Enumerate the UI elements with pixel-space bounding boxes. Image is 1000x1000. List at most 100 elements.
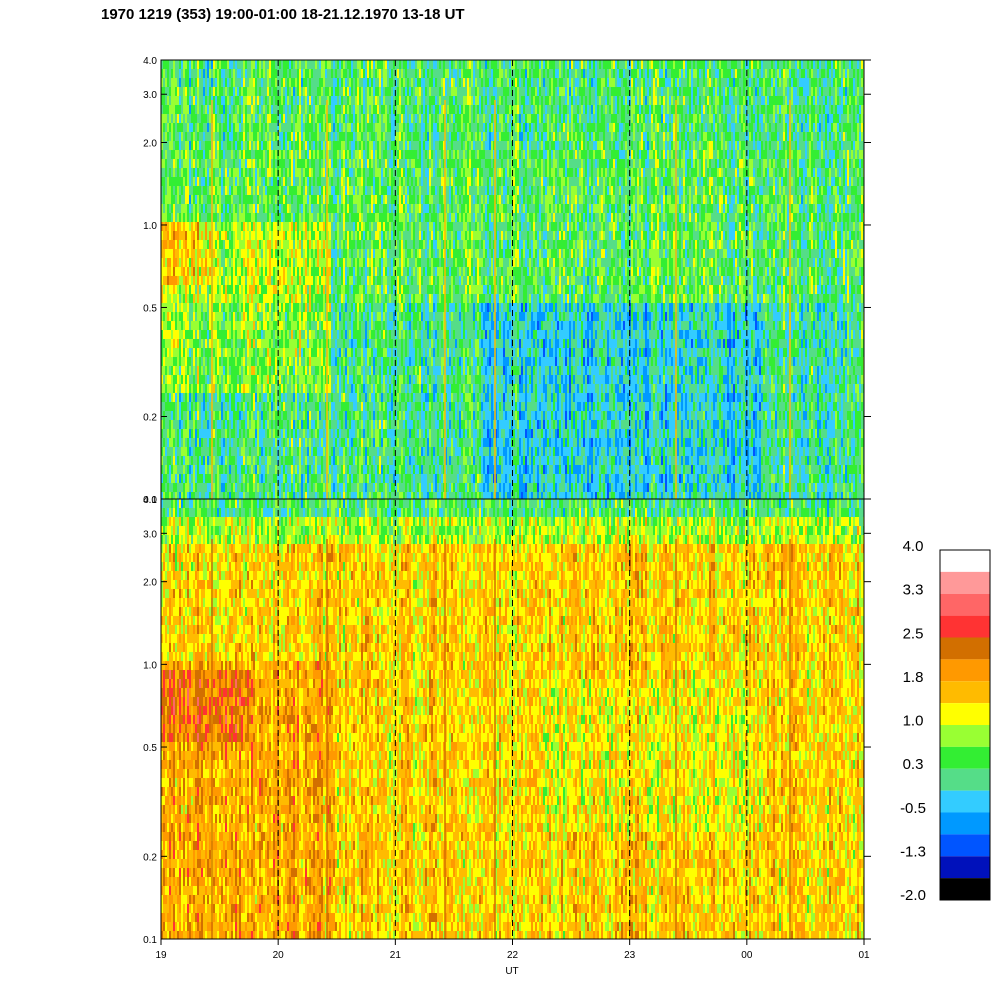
heatmap-cell <box>339 69 341 78</box>
heatmap-cell <box>341 177 343 186</box>
heatmap-cell <box>351 393 353 402</box>
heatmap-cell <box>345 285 347 294</box>
heatmap-cell <box>323 465 325 474</box>
heatmap-cell <box>193 420 195 429</box>
heatmap-cell <box>311 384 313 393</box>
heatmap-cell <box>255 402 257 411</box>
heatmap-cell <box>269 465 271 474</box>
heatmap-cell <box>359 456 361 465</box>
heatmap-cell <box>281 240 283 249</box>
heatmap-cell <box>175 348 177 357</box>
heatmap-cell <box>173 447 175 456</box>
heatmap-cell <box>293 429 295 438</box>
heatmap-cell <box>317 105 319 114</box>
heatmap-cell <box>203 114 205 123</box>
heatmap-cell <box>169 195 171 204</box>
heatmap-cell <box>307 249 309 258</box>
heatmap-cell <box>353 339 355 348</box>
heatmap-cell <box>193 366 195 375</box>
heatmap-cell <box>297 213 299 222</box>
heatmap-cell <box>191 429 193 438</box>
heatmap-cell <box>199 456 201 465</box>
heatmap-cell <box>211 69 213 78</box>
heatmap-cell <box>193 348 195 357</box>
heatmap-cell <box>359 465 361 474</box>
heatmap-cell <box>317 384 319 393</box>
heatmap-cell <box>359 393 361 402</box>
heatmap-cell <box>237 159 239 168</box>
heatmap-cell <box>297 249 299 258</box>
heatmap-cell <box>267 177 269 186</box>
heatmap-cell <box>219 483 221 492</box>
heatmap-cell <box>171 285 173 294</box>
heatmap-cell <box>175 294 177 303</box>
heatmap-cell <box>335 474 337 483</box>
heatmap-cell <box>207 411 209 420</box>
heatmap-cell <box>213 60 215 69</box>
heatmap-cell <box>225 159 227 168</box>
heatmap-cell <box>363 69 365 78</box>
heatmap-cell <box>289 114 291 123</box>
heatmap-cell <box>337 60 339 69</box>
heatmap-cell <box>303 276 305 285</box>
heatmap-cell <box>165 249 167 258</box>
heatmap-cell <box>255 78 257 87</box>
heatmap-cell <box>323 159 325 168</box>
heatmap-cell <box>317 429 319 438</box>
heatmap-cell <box>207 357 209 366</box>
heatmap-cell <box>329 249 331 258</box>
heatmap-cell <box>253 384 255 393</box>
heatmap-cell <box>335 321 337 330</box>
heatmap-cell <box>361 132 363 141</box>
heatmap-cell <box>333 141 335 150</box>
heatmap-cell <box>315 357 317 366</box>
heatmap-cell <box>323 438 325 447</box>
heatmap-cell <box>335 294 337 303</box>
heatmap-cell <box>237 492 239 499</box>
heatmap-cell <box>227 114 229 123</box>
heatmap-cell <box>203 375 205 384</box>
heatmap-cell <box>215 303 217 312</box>
heatmap-cell <box>229 375 231 384</box>
heatmap-cell <box>255 330 257 339</box>
heatmap-cell <box>291 465 293 474</box>
heatmap-cell <box>175 411 177 420</box>
heatmap-cell <box>277 303 279 312</box>
heatmap-cell <box>355 240 357 249</box>
heatmap-cell <box>303 258 305 267</box>
heatmap-cell <box>339 294 341 303</box>
heatmap-cell <box>191 465 193 474</box>
heatmap-cell <box>271 132 273 141</box>
heatmap-cell <box>221 150 223 159</box>
heatmap-cell <box>315 132 317 141</box>
heatmap-cell <box>323 456 325 465</box>
heatmap-cell <box>267 294 269 303</box>
heatmap-cell <box>359 195 361 204</box>
heatmap-cell <box>181 249 183 258</box>
heatmap-cell <box>221 123 223 132</box>
heatmap-cell <box>165 150 167 159</box>
heatmap-cell <box>363 267 365 276</box>
heatmap-cell <box>299 267 301 276</box>
heatmap-cell <box>181 132 183 141</box>
heatmap-cell <box>221 312 223 321</box>
heatmap-cell <box>313 267 315 276</box>
heatmap-cell <box>175 366 177 375</box>
heatmap-cell <box>345 123 347 132</box>
heatmap-cell <box>269 195 271 204</box>
heatmap-cell <box>227 492 229 499</box>
heatmap-cell <box>201 330 203 339</box>
heatmap-cell <box>329 150 331 159</box>
heatmap-cell <box>321 267 323 276</box>
heatmap-cell <box>343 204 345 213</box>
heatmap-cell <box>193 483 195 492</box>
heatmap-cell <box>173 483 175 492</box>
heatmap-cell <box>221 321 223 330</box>
heatmap-cell <box>165 78 167 87</box>
heatmap-cell <box>291 321 293 330</box>
heatmap-cell <box>333 267 335 276</box>
heatmap-cell <box>317 159 319 168</box>
heatmap-cell <box>287 150 289 159</box>
heatmap-cell <box>289 258 291 267</box>
heatmap-cell <box>359 186 361 195</box>
